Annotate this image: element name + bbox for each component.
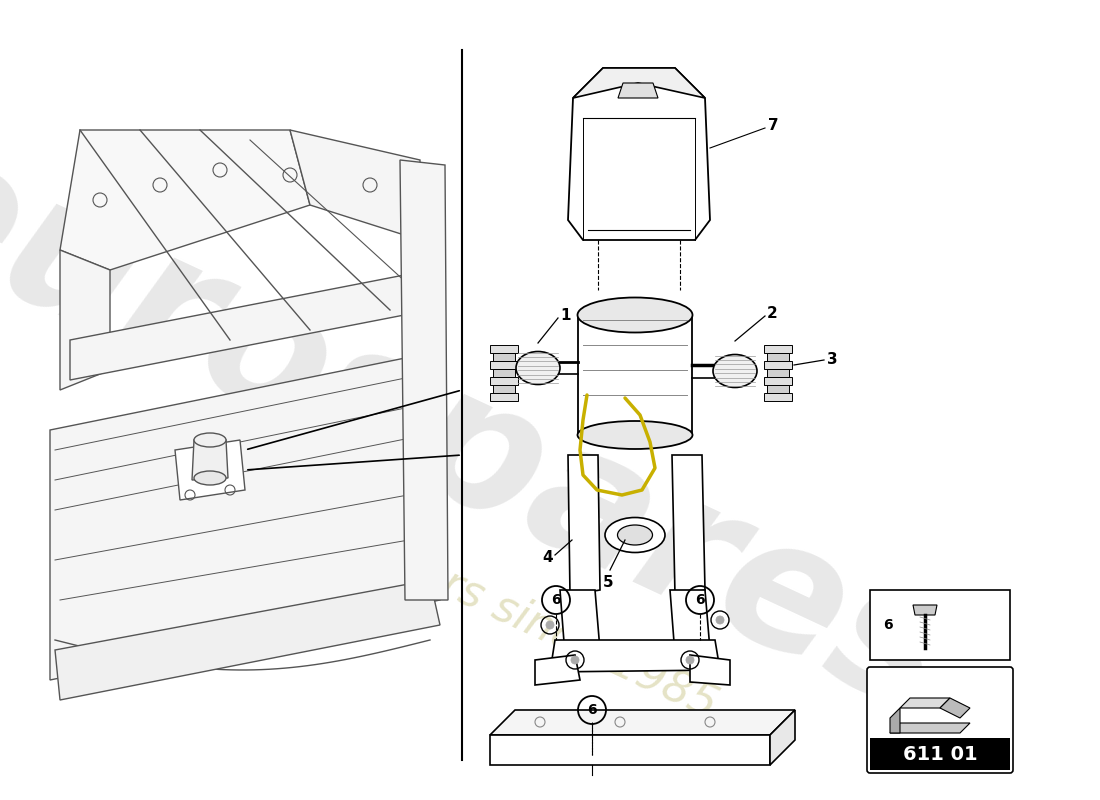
Polygon shape [55, 580, 440, 700]
Text: 4: 4 [542, 550, 553, 566]
Circle shape [716, 616, 724, 624]
Text: 6: 6 [883, 618, 893, 632]
Polygon shape [672, 455, 705, 595]
Polygon shape [767, 369, 789, 377]
Polygon shape [890, 723, 970, 733]
Polygon shape [690, 655, 730, 685]
Polygon shape [900, 698, 950, 708]
Polygon shape [490, 361, 518, 369]
Ellipse shape [194, 471, 226, 485]
Polygon shape [60, 250, 110, 390]
Circle shape [546, 621, 554, 629]
Ellipse shape [713, 354, 757, 387]
Polygon shape [290, 130, 420, 240]
Polygon shape [764, 377, 792, 385]
Text: 2: 2 [767, 306, 778, 322]
FancyBboxPatch shape [870, 738, 1010, 770]
Polygon shape [764, 345, 792, 353]
Circle shape [686, 656, 694, 664]
Text: eurospares: eurospares [0, 109, 975, 751]
Text: 6: 6 [695, 593, 705, 607]
Polygon shape [568, 455, 600, 595]
Polygon shape [764, 393, 792, 401]
Polygon shape [493, 385, 515, 393]
FancyBboxPatch shape [867, 667, 1013, 773]
Polygon shape [568, 68, 710, 240]
Text: a passion for cars since 1985: a passion for cars since 1985 [116, 413, 724, 727]
Polygon shape [767, 385, 789, 393]
Polygon shape [490, 377, 518, 385]
Ellipse shape [617, 525, 652, 545]
Ellipse shape [516, 351, 560, 385]
Text: 6: 6 [551, 593, 561, 607]
Polygon shape [940, 698, 970, 718]
Polygon shape [535, 655, 580, 685]
Circle shape [571, 656, 579, 664]
Polygon shape [618, 83, 658, 98]
Text: 6: 6 [587, 703, 597, 717]
Polygon shape [490, 345, 518, 353]
Polygon shape [560, 590, 600, 655]
Text: 7: 7 [768, 118, 779, 134]
Ellipse shape [605, 518, 665, 553]
Polygon shape [670, 590, 710, 655]
Polygon shape [493, 353, 515, 361]
Polygon shape [400, 160, 448, 600]
Text: 5: 5 [603, 575, 614, 590]
Polygon shape [550, 640, 720, 672]
Polygon shape [767, 353, 789, 361]
Ellipse shape [194, 433, 226, 447]
Polygon shape [770, 710, 795, 765]
Polygon shape [890, 708, 900, 733]
Ellipse shape [578, 298, 693, 333]
Polygon shape [913, 605, 937, 615]
Polygon shape [70, 270, 430, 380]
Text: 1: 1 [560, 307, 571, 322]
Ellipse shape [578, 421, 693, 449]
Polygon shape [490, 393, 518, 401]
Polygon shape [870, 590, 1010, 660]
Polygon shape [60, 130, 310, 270]
Polygon shape [175, 440, 245, 500]
Text: 611 01: 611 01 [903, 745, 977, 763]
Polygon shape [493, 369, 515, 377]
Polygon shape [764, 361, 792, 369]
Text: 3: 3 [827, 351, 837, 366]
Polygon shape [578, 315, 692, 435]
Polygon shape [573, 68, 705, 98]
Polygon shape [50, 355, 440, 680]
Polygon shape [490, 735, 770, 765]
Polygon shape [490, 710, 795, 735]
Polygon shape [192, 440, 228, 480]
